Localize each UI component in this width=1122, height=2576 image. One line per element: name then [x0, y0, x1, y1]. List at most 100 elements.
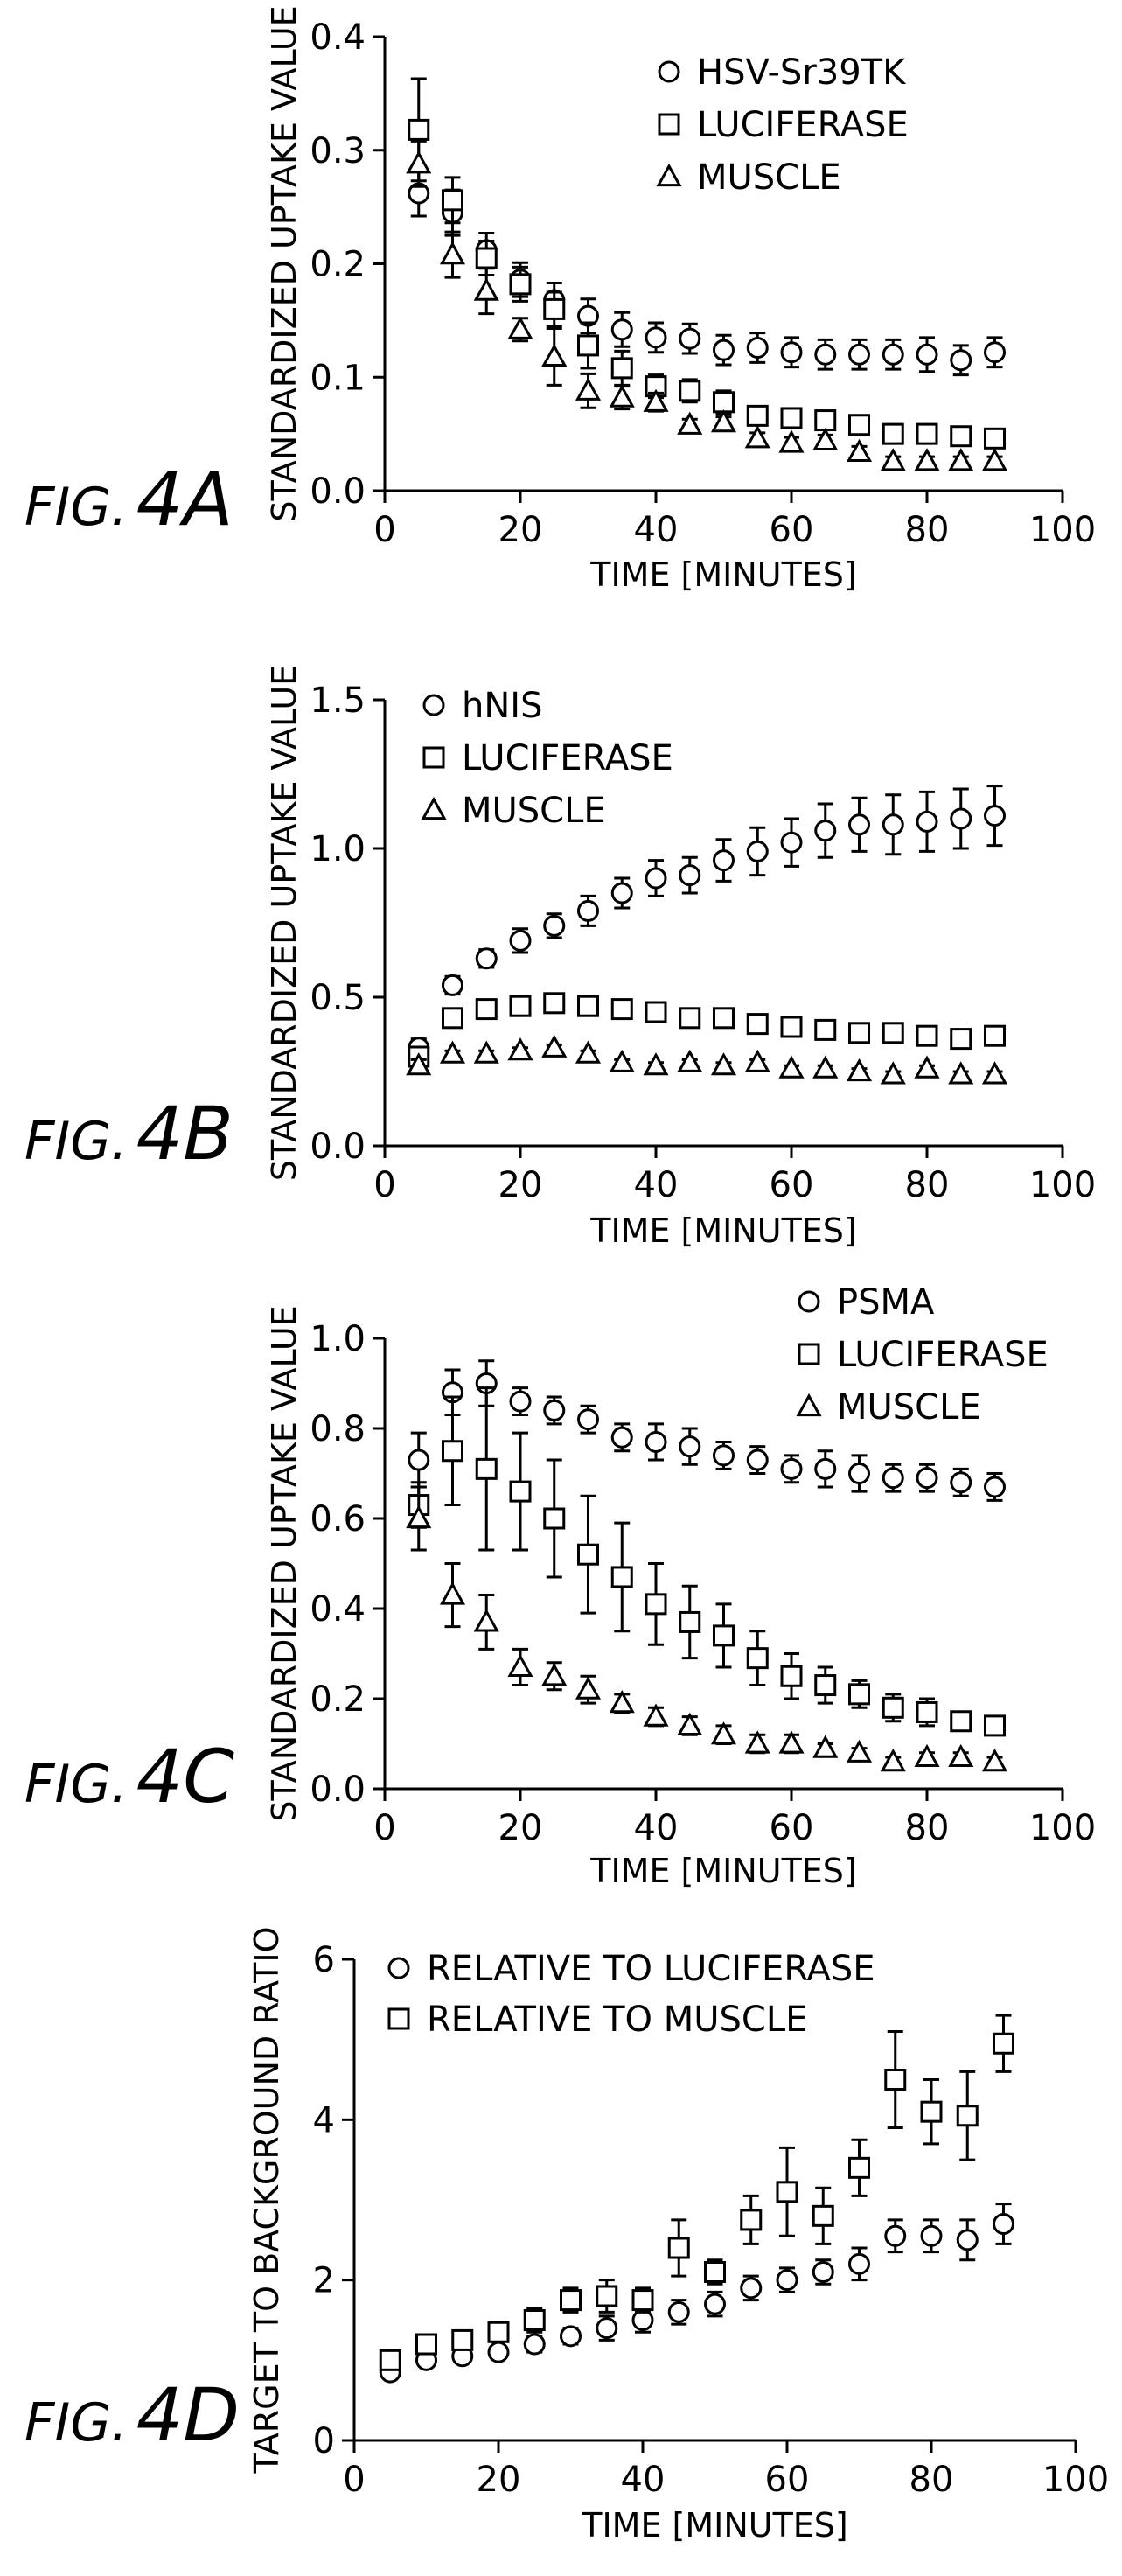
- data-point-triangle: [812, 1055, 839, 1079]
- series-muscle: [406, 1034, 1008, 1085]
- data-point-circle: [984, 805, 1006, 827]
- data-point-square: [713, 1007, 735, 1030]
- data-point-circle: [780, 1457, 803, 1480]
- data-point-circle: [713, 849, 735, 872]
- legend-marker-triangle: [656, 163, 682, 187]
- data-point-triangle: [575, 1676, 602, 1700]
- legend-label: MUSCLE: [462, 791, 606, 831]
- data-point-circle: [679, 327, 701, 350]
- data-point-square: [560, 2289, 582, 2312]
- y-tick-label: 0.0: [310, 471, 366, 512]
- data-point-triangle: [507, 1653, 533, 1678]
- x-tick-label: 40: [634, 1808, 679, 1848]
- data-point-square: [577, 334, 599, 357]
- data-point-triangle: [981, 1749, 1008, 1772]
- data-point-triangle: [880, 448, 906, 471]
- data-point-circle: [746, 337, 769, 360]
- legend: hNIS LUCIFERASE MUSCLE: [421, 686, 673, 831]
- data-point-square: [487, 2321, 510, 2343]
- data-point-square: [713, 391, 735, 414]
- data-point-square: [746, 404, 769, 427]
- x-tick-label: 80: [905, 1808, 950, 1848]
- legend-label: LUCIFERASE: [462, 738, 673, 778]
- data-point-circle: [916, 810, 938, 833]
- legend-label: RELATIVE TO MUSCLE: [427, 2000, 807, 2040]
- data-point-circle: [610, 882, 633, 904]
- data-point-square: [812, 2204, 834, 2227]
- y-tick-label: 2: [313, 2261, 335, 2301]
- data-point-circle: [950, 1471, 972, 1494]
- data-point-square: [848, 414, 870, 436]
- data-point-circle: [884, 2224, 907, 2247]
- x-tick-label: 100: [1029, 1165, 1096, 1205]
- data-point-circle: [848, 813, 870, 836]
- data-point-triangle: [677, 411, 703, 435]
- y-tick-label: 6: [313, 1940, 335, 1980]
- legend: HSV-Sr39TK LUCIFERASE MUSCLE: [656, 52, 909, 198]
- data-point-triangle: [948, 448, 974, 471]
- data-point-square: [814, 1018, 837, 1041]
- data-point-circle: [408, 1449, 430, 1471]
- figure-label: FIG. 4C: [24, 1734, 234, 1819]
- x-tick-label: 40: [621, 2460, 666, 2500]
- data-point-triangle: [778, 429, 805, 453]
- data-point-circle: [984, 1476, 1006, 1498]
- figure-label: FIG. 4A: [24, 457, 233, 542]
- data-point-triangle: [473, 1040, 499, 1064]
- data-point-triangle: [643, 1052, 669, 1076]
- data-point-circle: [848, 343, 870, 366]
- legend-label: LUCIFERASE: [837, 1335, 1049, 1375]
- data-point-circle: [667, 2300, 690, 2323]
- data-point-circle: [814, 820, 837, 842]
- y-axis-label: STANDARDIZED UPTAKE VALUE: [265, 5, 303, 521]
- legend-marker-circle: [387, 1957, 410, 1979]
- data-point-triangle: [439, 1040, 466, 1064]
- data-point-triangle: [541, 1034, 568, 1058]
- data-point-triangle: [880, 1061, 906, 1085]
- x-axis-label: TIME [MINUTES]: [581, 2506, 848, 2545]
- data-point-square: [631, 2289, 654, 2312]
- y-axis-label: STANDARDIZED UPTAKE VALUE: [265, 1305, 303, 1821]
- legend-marker-triangle: [796, 1393, 822, 1417]
- data-point-square: [950, 425, 972, 448]
- x-tick-label: 20: [477, 2460, 521, 2500]
- y-tick-label: 0.0: [310, 1127, 366, 1167]
- data-point-square: [780, 407, 803, 429]
- data-point-triangle: [439, 241, 466, 265]
- x-tick-label: 100: [1029, 1808, 1096, 1848]
- data-point-square: [916, 422, 938, 445]
- data-point-circle: [523, 2333, 546, 2356]
- series-muscle: [406, 139, 1008, 471]
- x-tick-label: 60: [770, 1165, 814, 1205]
- data-point-square: [645, 1001, 667, 1023]
- series-hnis: [408, 785, 1006, 1059]
- data-point-triangle: [812, 1735, 839, 1758]
- data-point-triangle: [473, 1609, 499, 1632]
- data-point-circle: [812, 2261, 834, 2283]
- data-point-circle: [645, 1430, 667, 1453]
- data-point-square: [679, 380, 701, 402]
- data-point-circle: [543, 914, 566, 937]
- data-point-circle: [848, 1463, 870, 1484]
- data-point-triangle: [880, 1749, 906, 1772]
- data-point-circle: [882, 343, 904, 366]
- data-point-circle: [543, 1399, 566, 1421]
- data-point-triangle: [914, 1743, 940, 1768]
- y-tick-label: 0.8: [310, 1409, 366, 1449]
- data-point-triangle: [981, 1061, 1008, 1085]
- series-luciferase: [408, 1386, 1006, 1737]
- data-point-square: [523, 2309, 546, 2331]
- data-point-triangle: [710, 409, 737, 433]
- data-point-triangle: [812, 427, 839, 451]
- data-point-circle: [610, 1426, 633, 1449]
- x-tick-label: 60: [770, 1808, 814, 1848]
- legend-label: HSV-Sr39TK: [697, 52, 907, 93]
- data-point-triangle: [473, 277, 499, 301]
- data-point-triangle: [846, 1058, 873, 1082]
- data-point-square: [848, 2156, 870, 2179]
- data-point-square: [713, 1624, 735, 1647]
- data-point-triangle: [541, 1663, 568, 1686]
- data-point-triangle: [439, 1581, 466, 1605]
- data-point-circle: [916, 343, 938, 366]
- x-axis-label: TIME [MINUTES]: [589, 555, 857, 594]
